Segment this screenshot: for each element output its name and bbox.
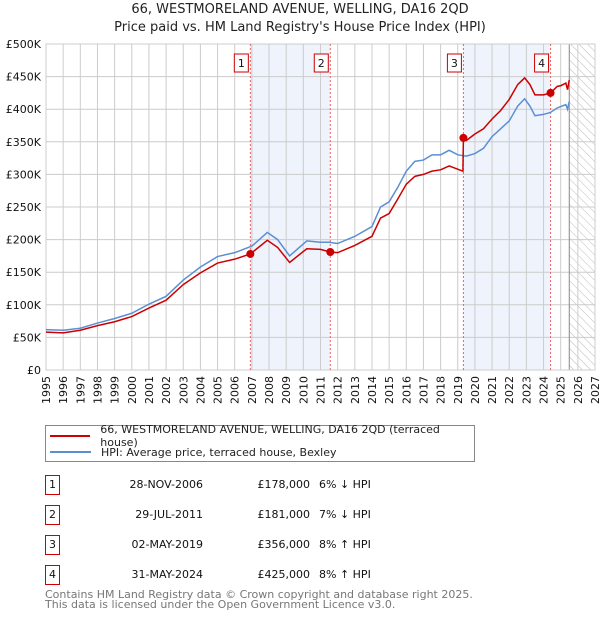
sale-row: 4 31-MAY-2024 £425,000 8% ↑ HPI [45,565,465,585]
footer-line-1: Contains HM Land Registry data © Crown c… [45,588,473,601]
x-tick-label: 2015 [383,376,396,404]
y-tick-label: £250K [6,201,42,214]
x-tick-label: 2020 [469,376,482,404]
y-tick-label: £200K [6,234,42,247]
sale-hpi-diff: 6% ↓ HPI [319,478,371,491]
property-price-line [45,76,571,334]
x-tick-label: 2019 [452,376,465,404]
legend-label-hpi: HPI: Average price, terraced house, Bexl… [101,445,337,459]
sale-label: 1 [238,57,245,70]
x-tick-label: 2010 [297,376,310,404]
x-tick-label: 2016 [400,376,413,404]
sale-label: 4 [538,57,545,70]
sale-price: £181,000 [257,508,311,521]
sale-date: 28-NOV-2006 [129,478,203,491]
x-tick-label: 2011 [315,376,328,404]
y-tick-label: £150K [6,266,42,279]
x-tick-label: 2025 [555,376,568,404]
y-tick-label: £400K [6,103,42,116]
sale-row: 3 02-MAY-2019 £356,000 8% ↑ HPI [45,535,465,555]
sale-row: 2 29-JUL-2011 £181,000 7% ↓ HPI [45,505,465,525]
y-tick-label: £450K [6,71,42,84]
x-tick-label: 2018 [435,376,448,404]
x-tick-label: 2001 [143,376,156,404]
footer-line-2: This data is licensed under the Open Gov… [45,598,396,611]
sale-number: 3 [45,535,60,555]
legend: 66, WESTMORELAND AVENUE, WELLING, DA16 2… [45,423,475,462]
x-tick-label: 2012 [332,376,345,404]
y-tick-label: £500K [6,38,42,51]
sale-label-box [233,53,249,73]
sale-point [246,249,255,258]
x-tick-label: 2003 [177,376,190,404]
x-tick-label: 2009 [280,376,293,404]
sale-label: 3 [451,57,458,70]
chart-subtitle: Price paid vs. HM Land Registry's House … [114,20,486,35]
sale-label-box [313,53,329,73]
y-tick-label: £0 [27,364,41,377]
x-tick-label: 2023 [520,376,533,404]
x-tick-label: 2027 [589,376,600,404]
y-tick-label: £100K [6,299,42,312]
x-tick-label: 2004 [194,376,207,404]
x-tick-label: 2002 [160,376,173,404]
x-tick-label: 2022 [503,376,516,404]
y-tick-label: £50K [13,331,42,344]
sale-number: 1 [45,475,60,495]
x-tick-label: 1997 [74,376,87,404]
sale-date: 29-JUL-2011 [135,508,203,521]
x-tick-label: 1999 [109,376,122,404]
x-tick-label: 2008 [263,376,276,404]
sale-hpi-diff: 7% ↓ HPI [319,508,371,521]
sale-price: £356,000 [257,538,311,551]
x-tick-label: 1995 [40,376,53,404]
sale-label: 2 [318,57,325,70]
x-tick-label: 2021 [486,376,499,404]
x-tick-label: 2005 [212,376,225,404]
sale-hpi-diff: 8% ↑ HPI [319,568,371,581]
sale-point [546,88,555,97]
y-tick-label: £300K [6,168,42,181]
x-tick-label: 2006 [229,376,242,404]
x-tick-label: 2007 [246,376,259,404]
x-tick-label: 1998 [91,376,104,404]
x-tick-label: 1996 [57,376,70,404]
sale-row: 1 28-NOV-2006 £178,000 6% ↓ HPI [45,475,465,495]
sale-point [459,133,468,142]
y-tick-label: £350K [6,136,42,149]
x-tick-label: 2017 [417,376,430,404]
x-tick-label: 2000 [126,376,139,404]
x-tick-label: 2013 [349,376,362,404]
sale-number: 2 [45,505,60,525]
plot-frame [45,43,596,371]
legend-swatch-blue [50,451,91,453]
sale-label-box [534,53,550,73]
sale-price: £425,000 [257,568,311,581]
sale-price: £178,000 [257,478,311,491]
sale-date: 31-MAY-2024 [131,568,203,581]
sale-hpi-diff: 8% ↑ HPI [319,538,371,551]
chart-title: 66, WESTMORELAND AVENUE, WELLING, DA16 2… [131,2,469,17]
x-tick-label: 2024 [538,376,551,404]
hpi-line [45,97,570,331]
sale-label-box [446,53,462,73]
price-chart: 1995 1996 1997 1998 1999 2000 2001 2002 2003 2004… [6,38,600,404]
legend-swatch-red [50,435,91,437]
x-tick-label: 2014 [366,376,379,404]
x-tick-label: 2026 [572,376,585,404]
sale-point [326,247,335,256]
footer: Contains HM Land Registry data © Crown c… [45,588,473,611]
sale-date: 02-MAY-2019 [131,538,203,551]
legend-label-property: 66, WESTMORELAND AVENUE, WELLING, DA16 2… [100,423,440,449]
sale-number: 4 [45,565,60,585]
